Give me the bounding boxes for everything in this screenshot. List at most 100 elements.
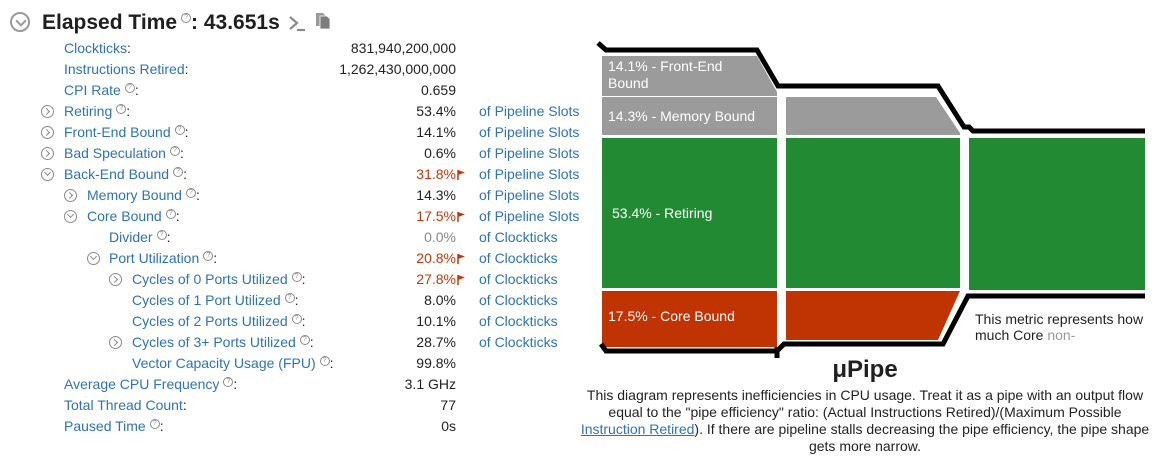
metric-row: Back-End Bound?: 31.8% of Pipeline Slots [0, 164, 590, 185]
metric-name-label[interactable]: Front-End Bound [64, 124, 171, 140]
metric-name-label[interactable]: Retiring [64, 103, 113, 119]
help-icon[interactable]: ? [156, 230, 167, 241]
metric-unit-link[interactable]: of Pipeline Slots [479, 124, 580, 140]
metric-name-label[interactable]: Memory Bound [87, 187, 182, 203]
metric-row: Cycles of 3+ Ports Utilized?: 28.7% of Clo… [0, 332, 590, 353]
help-icon[interactable]: ? [174, 125, 185, 136]
metric-unit-link[interactable]: of Clockticks [479, 229, 558, 245]
metric-name[interactable]: Paused Time?: [64, 416, 164, 437]
help-icon[interactable]: ? [173, 167, 184, 178]
metric-value-text: 99.8% [416, 355, 456, 371]
metric-name[interactable]: Cycles of 0 Ports Utilized?: [132, 269, 306, 290]
metric-name-label[interactable]: Average CPU Frequency [64, 376, 220, 392]
help-icon[interactable]: ? [116, 104, 127, 115]
metric-name-label[interactable]: Cycles of 2 Ports Utilized [132, 313, 288, 329]
expand-toggle-icon[interactable] [41, 105, 54, 118]
metric-name[interactable]: Back-End Bound?: [64, 164, 187, 185]
expand-toggle-icon[interactable] [109, 336, 122, 349]
help-icon[interactable]: ? [165, 209, 176, 220]
metric-name-label[interactable]: Bad Speculation [64, 145, 166, 161]
metric-name-label[interactable]: Clockticks [64, 40, 128, 56]
metric-name[interactable]: Retiring?: [64, 101, 130, 122]
collapse-toggle-icon[interactable] [87, 252, 100, 265]
upipe-desc-text-2: ). If there are pipeline stalls decreasi… [694, 421, 1150, 454]
metric-colon: : [175, 208, 180, 224]
pipe-top-outline [596, 41, 1145, 134]
expand-toggle-icon[interactable] [64, 189, 77, 202]
metric-name[interactable]: Port Utilization?: [109, 248, 217, 269]
metric-value: 10.1% [416, 311, 456, 332]
metric-name[interactable]: Cycles of 2 Ports Utilized?: [132, 311, 306, 332]
metric-value-text: 14.3% [416, 187, 456, 203]
metric-name[interactable]: Vector Capacity Usage (FPU)?: [132, 353, 334, 374]
metric-value: 14.1% [416, 122, 456, 143]
metric-unit-link[interactable]: of Clockticks [479, 292, 558, 308]
collapse-toggle-icon[interactable] [41, 168, 54, 181]
metric-colon: : [126, 103, 131, 119]
help-icon[interactable]: ? [124, 83, 135, 94]
metric-name-label[interactable]: Vector Capacity Usage (FPU) [132, 355, 316, 371]
collapse-toggle-icon[interactable] [10, 12, 30, 32]
help-icon[interactable]: ? [185, 188, 196, 199]
help-icon[interactable]: ? [291, 272, 302, 283]
metric-name-label[interactable]: Cycles of 3+ Ports Utilized [132, 334, 296, 350]
help-icon[interactable]: ? [203, 251, 214, 262]
metric-name[interactable]: Clockticks: [64, 38, 131, 59]
help-icon[interactable]: ? [319, 356, 330, 367]
metric-name[interactable]: Cycles of 1 Port Utilized?: [132, 290, 299, 311]
help-icon[interactable]: ? [291, 314, 302, 325]
metric-name[interactable]: Divider?: [109, 227, 170, 248]
metric-row: Clockticks: 831,940,200,000 [0, 38, 590, 59]
help-icon[interactable]: ? [223, 377, 234, 388]
metric-row: Front-End Bound?: 14.1% of Pipeline Slots [0, 122, 590, 143]
command-line-icon[interactable] [288, 13, 306, 33]
metric-name[interactable]: Cycles of 3+ Ports Utilized?: [132, 332, 314, 353]
instruction-retired-link[interactable]: Instruction Retired [580, 421, 695, 437]
metric-unit-link[interactable]: of Clockticks [479, 271, 558, 287]
metric-unit-link[interactable]: of Clockticks [479, 250, 558, 266]
metric-row: Total Thread Count: 77 [0, 395, 590, 416]
expand-toggle-icon[interactable] [109, 273, 122, 286]
metric-name[interactable]: Total Thread Count: [64, 395, 187, 416]
expand-toggle-icon[interactable] [41, 126, 54, 139]
help-icon[interactable]: ? [284, 293, 295, 304]
help-icon[interactable]: ? [181, 13, 192, 23]
metric-unit-link[interactable]: of Pipeline Slots [479, 145, 580, 161]
metric-unit-link[interactable]: of Pipeline Slots [479, 187, 580, 203]
metric-name-label[interactable]: Instructions Retired [64, 61, 185, 77]
expand-toggle-icon[interactable] [41, 147, 54, 160]
help-icon[interactable]: ? [149, 419, 160, 430]
metric-name-label[interactable]: Cycles of 1 Port Utilized [132, 292, 281, 308]
metric-name[interactable]: Front-End Bound?: [64, 122, 189, 143]
metric-name[interactable]: Instructions Retired: [64, 59, 189, 80]
metric-value: 14.3% [416, 185, 456, 206]
metric-colon: : [213, 250, 218, 266]
retiring-segment [602, 138, 777, 288]
metric-name-label[interactable]: Total Thread Count [64, 397, 183, 413]
metric-name-label[interactable]: Core Bound [87, 208, 162, 224]
copy-icon[interactable] [314, 11, 332, 31]
metric-name-label[interactable]: Port Utilization [109, 250, 200, 266]
metric-name[interactable]: Bad Speculation?: [64, 143, 184, 164]
metric-name[interactable]: Average CPU Frequency?: [64, 374, 237, 395]
help-icon[interactable]: ? [169, 146, 180, 157]
metric-value-text: 77 [440, 397, 456, 413]
collapse-toggle-icon[interactable] [64, 210, 77, 223]
upipe-desc-text-1: This diagram represents inefficiencies i… [586, 387, 1144, 420]
metric-unit-link[interactable]: of Pipeline Slots [479, 166, 580, 182]
metric-name[interactable]: Core Bound?: [87, 206, 180, 227]
metric-name-label[interactable]: CPI Rate [64, 82, 121, 98]
metric-unit-link[interactable]: of Pipeline Slots [479, 103, 580, 119]
metric-unit-link[interactable]: of Clockticks [479, 313, 558, 329]
metric-row: Divider?: 0.0% of Clockticks [0, 227, 590, 248]
metric-unit-link[interactable]: of Clockticks [479, 334, 558, 350]
metric-name-label[interactable]: Cycles of 0 Ports Utilized [132, 271, 288, 287]
metric-name-label[interactable]: Divider [109, 229, 153, 245]
metric-name[interactable]: Memory Bound?: [87, 185, 200, 206]
help-icon[interactable]: ? [299, 335, 310, 346]
metric-name-label[interactable]: Paused Time [64, 418, 146, 434]
metric-unit-link[interactable]: of Pipeline Slots [479, 208, 580, 224]
metric-name[interactable]: CPI Rate?: [64, 80, 139, 101]
metric-name-label[interactable]: Back-End Bound [64, 166, 170, 182]
